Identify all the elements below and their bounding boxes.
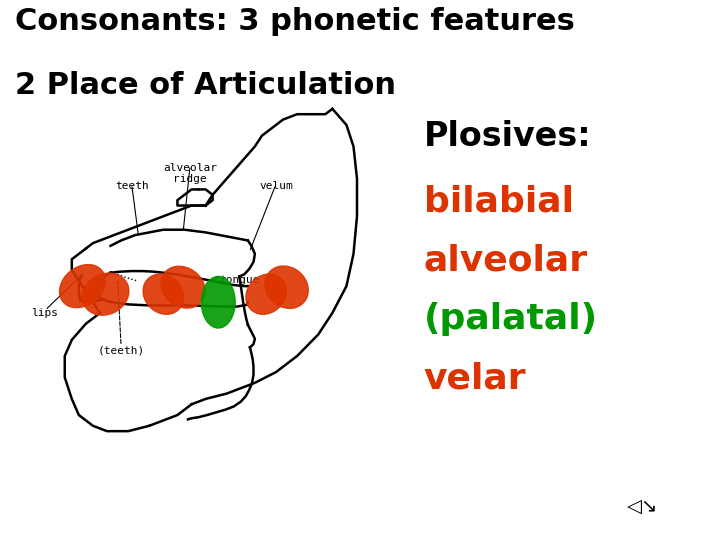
Text: velar: velar bbox=[424, 361, 526, 395]
Text: 2 Place of Articulation: 2 Place of Articulation bbox=[15, 71, 397, 100]
Ellipse shape bbox=[265, 266, 308, 308]
Text: teeth: teeth bbox=[114, 181, 148, 191]
Text: bilabial: bilabial bbox=[424, 184, 574, 218]
Ellipse shape bbox=[143, 274, 184, 314]
Text: ◁↘: ◁↘ bbox=[626, 497, 658, 516]
Text: (teeth): (teeth) bbox=[97, 345, 145, 355]
Text: alveolar: alveolar bbox=[424, 243, 588, 277]
Ellipse shape bbox=[202, 276, 235, 328]
Ellipse shape bbox=[246, 274, 287, 314]
Text: tongue: tongue bbox=[220, 275, 260, 285]
Text: alveolar
ridge: alveolar ridge bbox=[163, 163, 217, 184]
Ellipse shape bbox=[82, 273, 129, 315]
Text: (palatal): (palatal) bbox=[424, 302, 598, 336]
Ellipse shape bbox=[60, 265, 105, 308]
Text: lips: lips bbox=[32, 308, 58, 318]
Text: Consonants: 3 phonetic features: Consonants: 3 phonetic features bbox=[15, 7, 575, 36]
Text: velum: velum bbox=[259, 181, 293, 191]
Text: Plosives:: Plosives: bbox=[424, 119, 592, 153]
Ellipse shape bbox=[161, 266, 205, 308]
